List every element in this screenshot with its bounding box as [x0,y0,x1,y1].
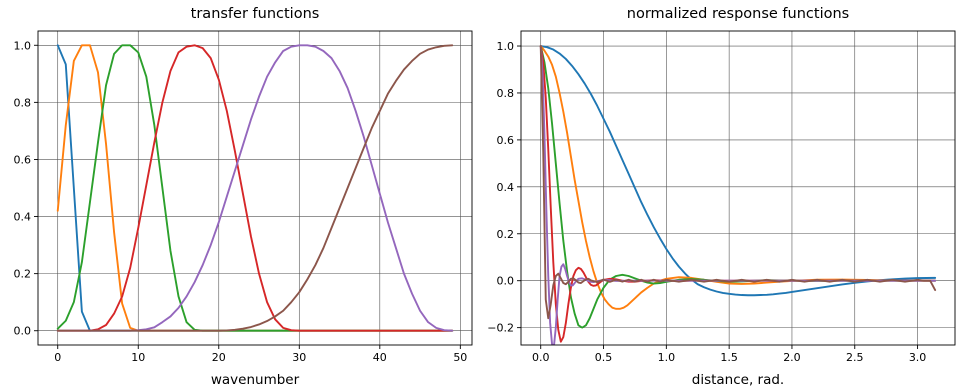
series-line-4 [539,45,937,343]
y-tick-label: −0.2 [487,322,514,335]
y-tick-label: 0.6 [14,153,32,166]
y-tick-label: 0.8 [497,87,515,100]
x-tick-label: 40 [373,351,387,364]
series-line-2 [56,44,454,332]
series-line-5 [56,44,454,332]
series-line-5 [539,45,937,345]
x-tick-label: 0.0 [532,351,550,364]
y-tick-label: 0.0 [497,275,515,288]
x-tick-label: 1.0 [658,351,676,364]
series-line-3 [56,44,454,332]
chart-title: normalized response functions [627,6,849,22]
chart-title: transfer functions [191,6,320,22]
y-tick-label: 1.0 [497,40,515,53]
transfer-functions-panel: 0 10 20 30 40 50 0.0 0.2 0.4 0.6 0.8 1.0 transfer fu… [14,6,473,388]
series-line-6 [56,44,454,332]
x-tick-label: 30 [292,351,306,364]
y-tick-label: 0.0 [14,325,32,338]
y-tick-label: 0.2 [497,228,515,241]
y-tick-label: 0.6 [497,134,515,147]
response-functions-panel: 0.0 0.5 1.0 1.5 2.0 2.5 3.0 −0.2 0.0 0.2 0.4 0.6 0.8… [487,6,956,388]
series-group [539,45,937,345]
series-line-2 [539,45,937,310]
series-line-6 [539,45,937,320]
plot-frame [520,30,956,346]
series-line-1 [539,45,937,297]
x-tick-label: 2.5 [846,351,864,364]
x-tick-label: 50 [453,351,467,364]
x-tick-label: 1.5 [720,351,738,364]
y-tick-label: 1.0 [14,39,32,52]
x-axis-label: distance, rad. [692,372,784,388]
y-tick-label: 0.8 [14,96,32,109]
series-group [56,44,454,332]
plot-frame [37,30,473,346]
series-line-4 [56,44,454,332]
y-tick-label: 0.4 [14,211,32,224]
x-axis-label: wavenumber [211,372,300,388]
x-tick-label: 0 [54,351,61,364]
y-tick-label: 0.4 [497,181,515,194]
x-tick-label: 3.0 [909,351,927,364]
series-line-1 [56,44,454,332]
x-tick-label: 10 [131,351,145,364]
x-tick-label: 0.5 [595,351,613,364]
x-tick-label: 2.0 [783,351,801,364]
x-tick-label: 20 [212,351,226,364]
y-tick-label: 0.2 [14,268,32,281]
